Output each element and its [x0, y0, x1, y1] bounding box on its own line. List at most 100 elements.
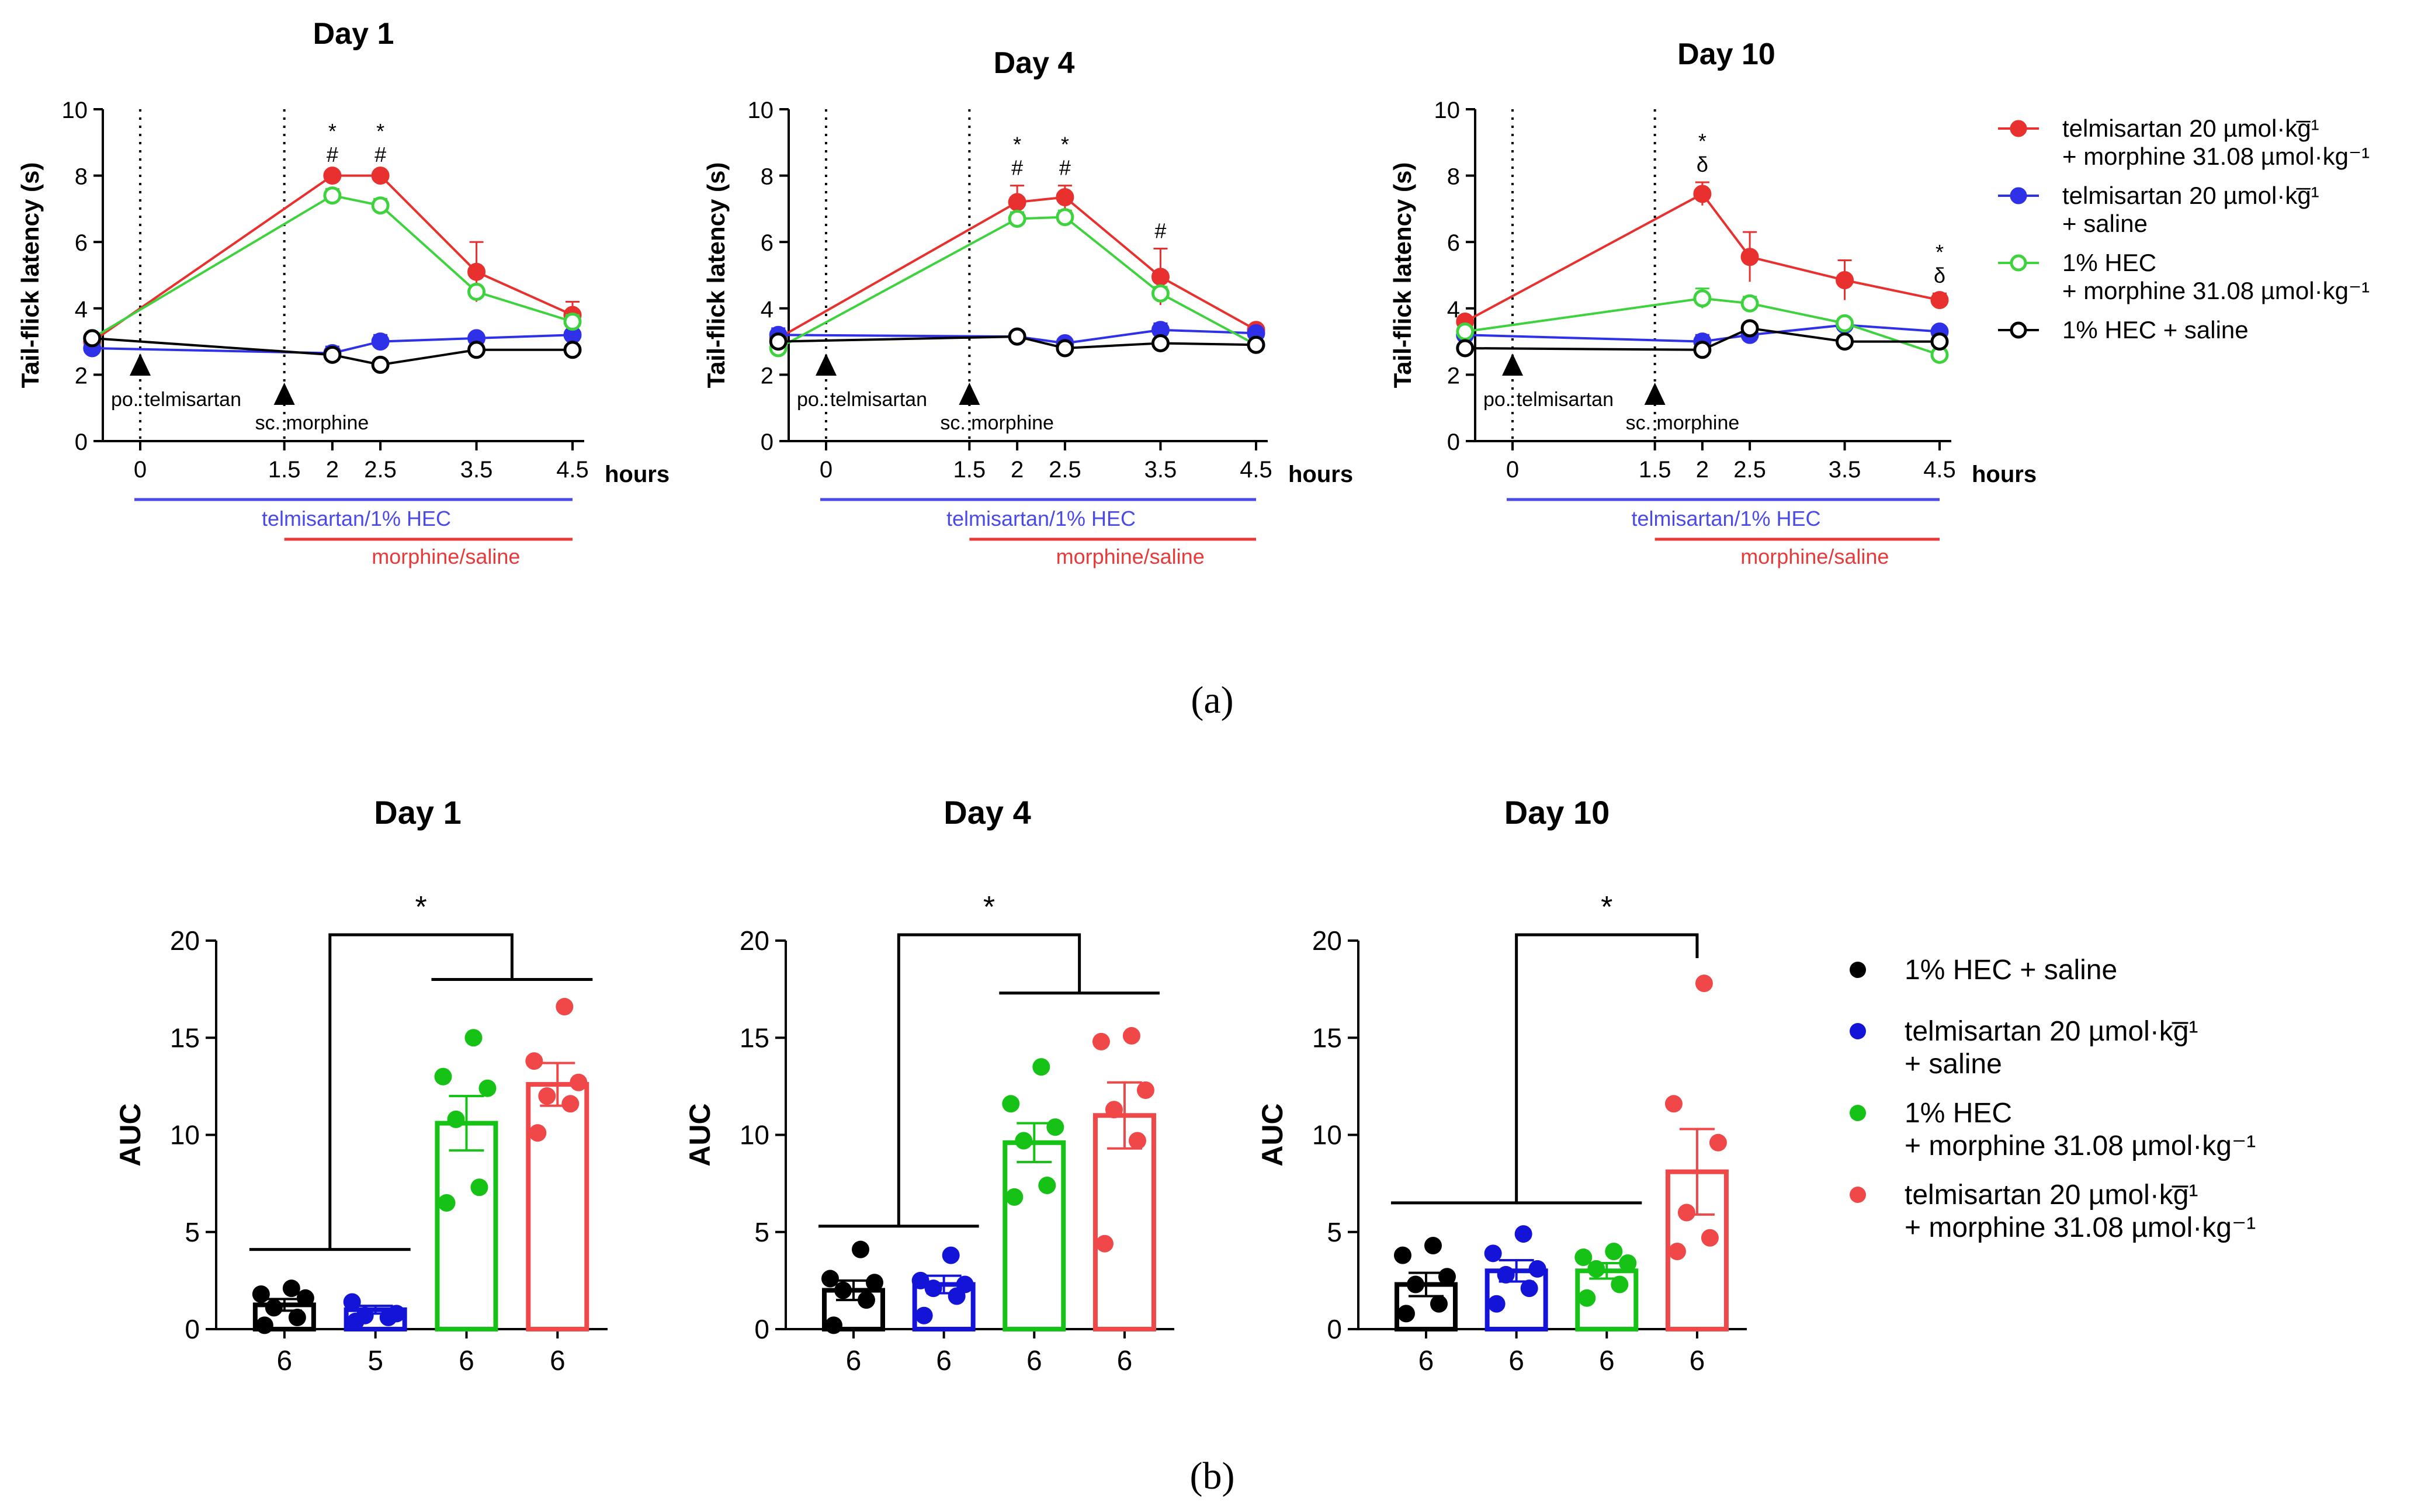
x-tick-label: 2.5	[364, 457, 397, 483]
data-point-tel_morph	[1740, 248, 1759, 266]
y-tick-label: 6	[1447, 230, 1460, 256]
n-label: 6	[277, 1345, 293, 1376]
data-point-hec_sal	[821, 1270, 839, 1288]
legends-layer: telmisartan 20 µmol·kg̅¹+ morphine 31.08…	[1850, 115, 2370, 1243]
y-tick-label: 10	[170, 1120, 200, 1150]
y-tick-label: 5	[1327, 1217, 1342, 1247]
bar-legend-item-hec_morph: 1% HEC+ morphine 31.08 µmol·kg⁻¹	[1850, 1098, 2256, 1161]
data-point-tel_sal	[915, 1306, 933, 1324]
data-point-tel_sal	[1528, 1260, 1546, 1278]
legend-label: telmisartan 20 µmol·kg̅¹	[2062, 182, 2319, 209]
y-tick-label: 6	[75, 230, 88, 256]
series-line-hec_morph	[91, 194, 573, 339]
legend-label: + saline	[2062, 210, 2148, 237]
legend-label: + morphine 31.08 µmol·kg⁻¹	[2062, 143, 2370, 170]
legend-marker	[1850, 1187, 1866, 1203]
y-tick-label: 2	[761, 363, 774, 389]
data-point-hec_morph	[1587, 1260, 1605, 1278]
significance-mark: *	[376, 119, 384, 143]
legend-label: telmisartan 20 µmol·kg̅¹	[1905, 1180, 2198, 1211]
y-tick-label: 5	[754, 1217, 769, 1247]
data-point-tel_morph	[371, 167, 390, 185]
legend-marker	[2010, 321, 2027, 339]
data-point-hec_morph	[1574, 1248, 1593, 1266]
bar-hec_morph	[1003, 1140, 1066, 1332]
data-point-tel_sal	[956, 1275, 974, 1293]
bar-chart-day-2: Day 10 0 5 10 15 20 AUC 6 6 6 6 *	[1256, 794, 1747, 1376]
data-point-hec_sal	[288, 1309, 306, 1327]
data-point-tel_morph	[1664, 1095, 1683, 1113]
po-label: po. telmisartan	[1483, 389, 1614, 411]
y-tick-label: 6	[761, 230, 774, 256]
y-tick-label: 0	[1327, 1314, 1342, 1344]
bar-tel_morph	[526, 1082, 589, 1332]
data-point-tel_morph	[1701, 1229, 1719, 1247]
data-point-hec_sal	[296, 1289, 314, 1307]
data-point-tel_sal	[911, 1271, 929, 1289]
data-point-hec_sal	[252, 1285, 270, 1303]
data-point-hec_sal	[1740, 319, 1759, 338]
data-point-hec_morph	[563, 313, 582, 331]
data-point-hec_sal	[1008, 327, 1026, 346]
data-point-tel_morph	[1151, 268, 1170, 286]
x-tick-label: 0	[1506, 457, 1519, 483]
data-point-hec_sal	[1424, 1237, 1442, 1255]
data-point-hec_morph	[438, 1194, 456, 1212]
significance-star: *	[983, 890, 995, 924]
data-point-hec_sal	[1247, 335, 1265, 354]
legend-marker	[2010, 254, 2027, 272]
y-tick-label: 10	[1312, 1120, 1342, 1150]
x-tick-label: 2	[1011, 457, 1024, 483]
bar-legend-item-hec_sal: 1% HEC + saline	[1850, 955, 2117, 986]
data-point-tel_morph	[529, 1124, 547, 1142]
legend-label: 1% HEC + saline	[1905, 955, 2117, 986]
bar-legend-item-tel_morph: telmisartan 20 µmol·kg̅¹+ morphine 31.08…	[1850, 1180, 2256, 1243]
x-tick-label: 2.5	[1733, 457, 1766, 483]
data-point-hec_morph	[371, 196, 390, 215]
significance-mark: #	[374, 143, 386, 167]
n-label: 6	[1508, 1345, 1524, 1376]
data-point-hec_sal	[1836, 332, 1854, 351]
data-point-hec_sal	[1397, 1305, 1415, 1323]
y-tick-label: 0	[75, 429, 88, 455]
data-point-hec_morph	[1740, 294, 1759, 313]
data-point-hec_sal	[1151, 334, 1170, 352]
data-point-hec_morph	[1015, 1132, 1033, 1150]
x-tick-label: 1.5	[268, 457, 301, 483]
legend-label: + saline	[1905, 1049, 2002, 1080]
n-label: 6	[936, 1345, 952, 1376]
data-point-tel_morph	[525, 1052, 543, 1070]
data-point-hec_sal	[323, 345, 342, 364]
x-tick-label: 2.5	[1049, 457, 1081, 483]
chart-title: Day 1	[374, 794, 461, 831]
data-point-tel_morph	[538, 1087, 556, 1105]
data-point-tel_morph	[1693, 185, 1712, 203]
data-point-tel_morph	[1095, 1234, 1114, 1253]
sc-arrow-icon	[1644, 383, 1666, 405]
data-point-hec_sal	[1056, 339, 1074, 358]
data-point-hec_morph	[1605, 1243, 1623, 1260]
data-point-hec_morph	[1151, 284, 1170, 303]
y-tick-label: 0	[754, 1314, 769, 1344]
n-label: 6	[550, 1345, 566, 1376]
x-tick-label: 0	[134, 457, 147, 483]
data-point-hec_sal	[1438, 1268, 1456, 1286]
n-label: 6	[459, 1345, 474, 1376]
legend-item-hec_sal: 1% HEC + saline	[1998, 316, 2249, 344]
data-point-hec_morph	[1578, 1289, 1596, 1307]
data-point-hec_morph	[1056, 208, 1074, 227]
data-point-tel_morph	[570, 1073, 588, 1091]
significance-mark: *	[1013, 133, 1021, 157]
treatment-label-blue: telmisartan/1% HEC	[946, 507, 1136, 530]
legend-label: telmisartan 20 µmol·kg̅¹	[2062, 115, 2319, 142]
n-label: 6	[1690, 1345, 1705, 1376]
data-point-tel_morph	[1092, 1032, 1110, 1050]
sc-label: sc. morphine	[1626, 412, 1740, 434]
data-point-tel_morph	[1930, 291, 1949, 310]
data-point-hec_morph	[1002, 1095, 1020, 1113]
x-axis-label: hours	[1288, 462, 1353, 487]
data-point-tel_morph	[1056, 188, 1074, 207]
x-axis-label: hours	[1972, 462, 2037, 487]
chart-title: Day 10	[1677, 37, 1775, 71]
